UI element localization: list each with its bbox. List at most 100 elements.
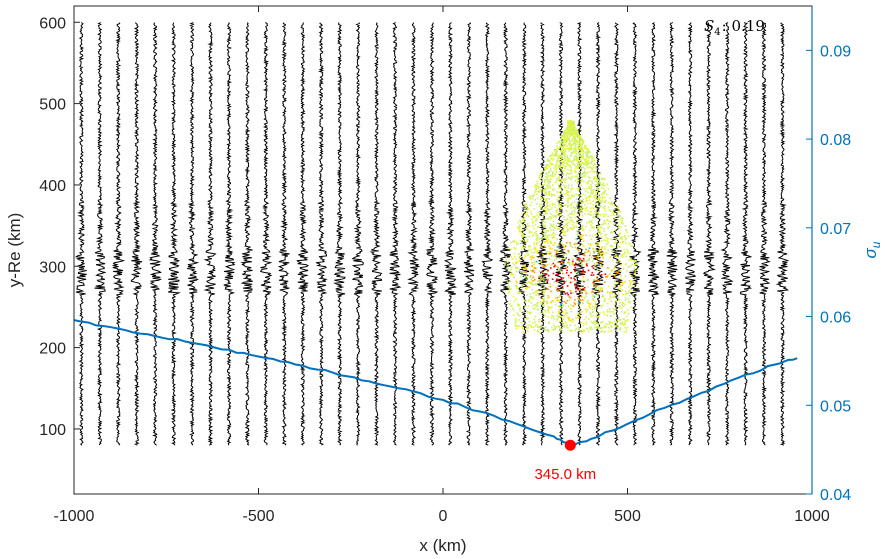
cloud-point [581,272,584,275]
cloud-point [593,263,596,266]
cloud-point [617,219,620,221]
cloud-point [602,311,605,313]
cloud-point [585,248,587,251]
cloud-point [625,319,628,322]
cloud-point [613,223,616,225]
cloud-point [543,192,546,195]
cloud-point [567,204,570,207]
cloud-point [615,238,618,240]
cloud-point [546,212,548,215]
cloud-point [559,166,561,169]
cloud-point [579,153,581,155]
cloud-point [572,122,575,125]
cloud-point [554,327,557,330]
cloud-point [600,274,603,276]
cloud-point [578,327,581,330]
cloud-point [569,148,572,151]
cloud-point [626,252,629,254]
cloud-point [616,260,619,263]
cloud-point [633,272,636,275]
cloud-point [600,289,603,292]
cloud-point [613,295,615,298]
cloud-point [549,178,552,180]
cloud-point [616,211,619,214]
cloud-point [609,291,611,294]
cloud-point [558,296,560,298]
cloud-point [606,183,608,185]
cloud-point [573,225,576,228]
cloud-point [565,141,568,144]
cloud-point [564,167,566,170]
cloud-point [526,318,528,320]
cloud-point [606,291,609,293]
cloud-point [550,163,552,165]
cloud-point [613,283,616,285]
cloud-point [590,224,592,226]
cloud-point [563,152,565,154]
cloud-point [529,256,532,258]
cloud-point [563,143,565,146]
cloud-point [526,278,528,281]
cloud-point [549,216,551,218]
cloud-point [570,178,572,181]
cloud-point [541,237,544,239]
cloud-point [509,280,511,283]
cloud-point [549,208,551,211]
cloud-point [578,245,580,248]
cloud-point [582,288,584,290]
seismic-trace [425,22,439,446]
cloud-point [558,176,560,178]
cloud-point [561,169,564,172]
seismic-trace [74,22,87,446]
cloud-point [517,305,520,308]
cloud-point [577,258,579,260]
cloud-point [575,150,578,153]
cloud-point [616,272,619,274]
cloud-point [613,214,615,216]
cloud-point [520,248,523,251]
cloud-point [555,286,557,289]
cloud-point [544,245,546,247]
cloud-point [515,298,517,300]
cloud-point [543,166,546,169]
scatter-cloud [504,120,639,333]
cloud-point [625,242,627,245]
cloud-point [591,170,594,173]
cloud-point [591,305,594,308]
cloud-point [552,229,555,231]
cloud-point [560,182,562,184]
seismic-trace [463,22,475,446]
cloud-point [519,229,521,232]
cloud-point [543,291,546,294]
cloud-point [557,266,559,269]
cloud-point [589,313,592,316]
cloud-point [542,215,544,217]
cloud-point [575,154,577,157]
cloud-point [557,261,559,264]
cloud-point [622,302,624,304]
cloud-point [587,213,590,215]
cloud-point [562,225,565,228]
cloud-point [528,235,531,238]
cloud-point [533,227,536,230]
cloud-point [616,326,619,328]
cloud-point [540,301,542,303]
cloud-point [547,330,550,333]
cloud-point [555,216,557,219]
x-tick-label: 500 [614,508,641,525]
cloud-point [587,249,590,251]
cloud-point [577,160,579,162]
cloud-point [535,233,538,235]
cloud-point [584,194,587,197]
cloud-point [512,273,514,276]
cloud-point [547,253,549,255]
cloud-point [600,253,602,255]
cloud-point [541,246,543,249]
cloud-point [542,184,544,186]
cloud-point [529,195,531,197]
cloud-point [514,324,517,326]
cloud-point [565,272,568,274]
cloud-point [589,162,591,164]
cloud-point [551,207,553,209]
cloud-point [578,146,581,148]
